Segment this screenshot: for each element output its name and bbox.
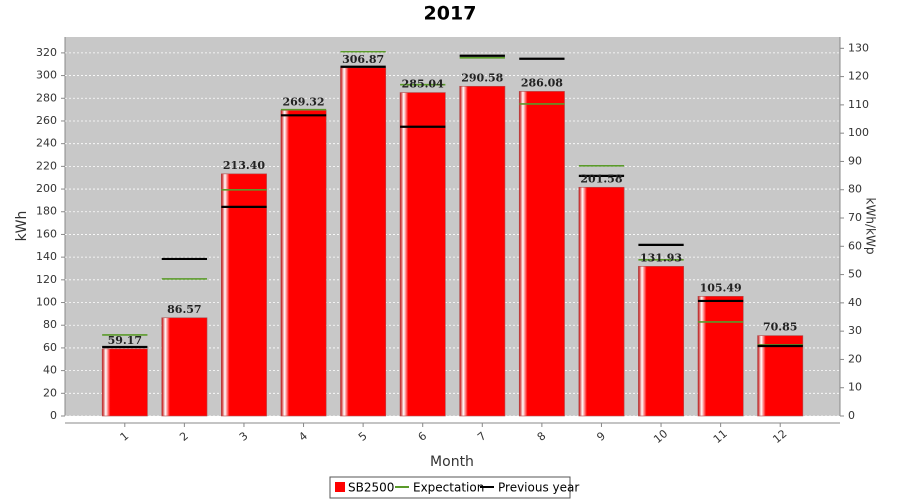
bar xyxy=(757,335,804,417)
bar xyxy=(578,186,625,417)
x-tick-label: 12 xyxy=(770,427,789,446)
data-label: 306.87 xyxy=(342,53,384,66)
y2-tick-label: 60 xyxy=(848,239,862,252)
x-tick-label: 11 xyxy=(711,427,730,446)
y-tick-label: 180 xyxy=(36,205,57,218)
y2-tick-label: 100 xyxy=(848,126,869,139)
data-label: 70.85 xyxy=(763,321,797,334)
chart-title: 2017 xyxy=(424,3,477,25)
x-tick-label: 4 xyxy=(296,429,310,443)
data-label: 213.40 xyxy=(223,159,265,172)
data-label: 59.17 xyxy=(108,334,142,347)
x-tick-label: 8 xyxy=(535,429,549,443)
y2-tick-label: 80 xyxy=(848,183,862,196)
bar xyxy=(518,91,565,417)
x-tick-label: 1 xyxy=(118,429,132,443)
y2-tick-label: 30 xyxy=(848,324,862,337)
data-label: 201.58 xyxy=(580,172,622,185)
bar xyxy=(340,67,387,417)
x-tick-label: 7 xyxy=(475,429,489,443)
data-label: 269.32 xyxy=(282,95,324,108)
y2-tick-label: 110 xyxy=(848,98,869,111)
y2-axis-title: kWh/kWp xyxy=(864,198,878,255)
data-label: 286.08 xyxy=(521,76,563,89)
legend-label: Expectation xyxy=(413,481,484,495)
data-label: 290.58 xyxy=(461,71,503,84)
bar xyxy=(161,317,208,417)
y-tick-label: 0 xyxy=(50,409,57,422)
data-label: 86.57 xyxy=(167,303,201,316)
x-tick-label: 5 xyxy=(356,429,370,443)
bar xyxy=(697,295,744,417)
y-tick-label: 200 xyxy=(36,182,57,195)
x-tick-label: 10 xyxy=(651,427,670,446)
x-tick-label: 9 xyxy=(594,429,608,443)
x-tick-label: 3 xyxy=(237,429,251,443)
y-tick-label: 300 xyxy=(36,69,57,82)
y-tick-label: 280 xyxy=(36,91,57,104)
y2-tick-label: 20 xyxy=(848,352,862,365)
data-label: 285.04 xyxy=(402,78,444,91)
bar xyxy=(459,85,506,417)
data-label: 105.49 xyxy=(700,281,742,294)
bar xyxy=(280,110,327,417)
bar xyxy=(221,173,267,417)
y2-tick-label: 50 xyxy=(848,268,862,281)
y2-tick-label: 10 xyxy=(848,381,862,394)
y-tick-label: 40 xyxy=(43,364,57,377)
y-tick-label: 120 xyxy=(36,273,57,286)
legend-label: Previous year xyxy=(498,481,579,495)
x-tick-label: 6 xyxy=(416,429,430,443)
y-tick-label: 60 xyxy=(43,341,57,354)
data-label: 131.93 xyxy=(640,251,682,264)
y-tick-label: 100 xyxy=(36,296,57,309)
y-tick-label: 20 xyxy=(43,386,57,399)
y2-tick-label: 90 xyxy=(848,154,862,167)
legend: SB2500 Expectation Previous year xyxy=(329,476,579,499)
legend-box xyxy=(329,476,571,499)
y-tick-label: 240 xyxy=(36,137,57,150)
y2-tick-label: 40 xyxy=(848,296,862,309)
y2-tick-label: 0 xyxy=(848,409,855,422)
y-tick-label: 220 xyxy=(36,159,57,172)
y-axis-title: kWh xyxy=(14,211,30,242)
y-tick-label: 160 xyxy=(36,227,57,240)
y2-tick-label: 130 xyxy=(848,41,869,54)
y-tick-label: 320 xyxy=(36,46,57,59)
legend-label: SB2500 xyxy=(348,481,394,495)
y-tick-label: 80 xyxy=(43,318,57,331)
y-tick-label: 260 xyxy=(36,114,57,127)
x-axis-title: Month xyxy=(430,454,474,470)
y2-tick-label: 120 xyxy=(848,70,869,83)
y2-tick-label: 70 xyxy=(848,211,862,224)
bar xyxy=(101,348,148,417)
bar xyxy=(638,265,684,417)
legend-swatch xyxy=(335,482,345,492)
y-tick-label: 140 xyxy=(36,250,57,263)
bar xyxy=(399,92,446,417)
x-tick-label: 2 xyxy=(177,429,191,443)
